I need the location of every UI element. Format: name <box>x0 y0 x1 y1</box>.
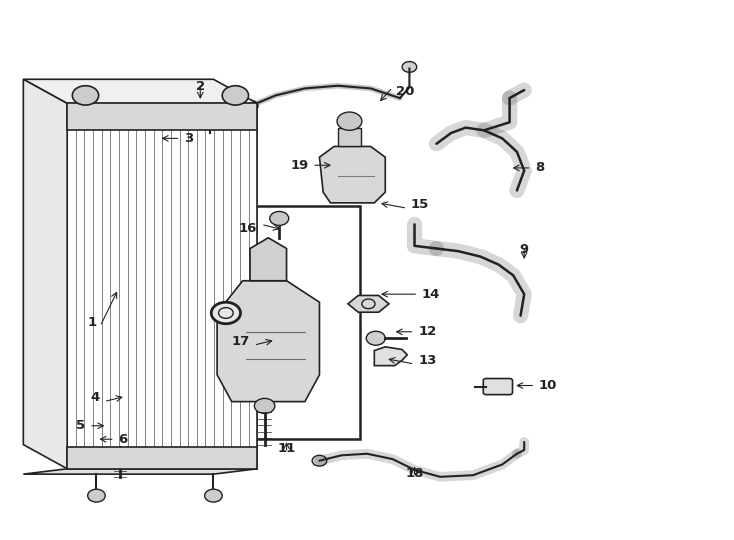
Circle shape <box>205 489 222 502</box>
Bar <box>338 127 361 146</box>
Circle shape <box>312 455 327 466</box>
Circle shape <box>203 106 217 117</box>
Text: 19: 19 <box>290 159 308 172</box>
Bar <box>159 125 175 152</box>
Text: 7: 7 <box>76 450 85 463</box>
Polygon shape <box>319 146 385 203</box>
Circle shape <box>270 212 288 225</box>
Text: 9: 9 <box>520 243 528 256</box>
Circle shape <box>255 399 275 414</box>
Text: 1: 1 <box>87 316 96 329</box>
Text: 11: 11 <box>277 442 296 455</box>
Circle shape <box>366 331 385 345</box>
Bar <box>68 104 258 130</box>
Text: 6: 6 <box>118 433 128 446</box>
Bar <box>68 447 258 469</box>
Text: 15: 15 <box>411 198 429 211</box>
Text: 4: 4 <box>91 392 100 404</box>
Text: 3: 3 <box>184 132 194 145</box>
Circle shape <box>87 489 105 502</box>
Circle shape <box>194 100 226 123</box>
Polygon shape <box>23 79 68 469</box>
Polygon shape <box>374 347 407 366</box>
Circle shape <box>222 86 249 105</box>
Polygon shape <box>23 79 258 104</box>
Polygon shape <box>23 469 258 474</box>
Circle shape <box>242 100 258 112</box>
Circle shape <box>337 112 362 130</box>
Text: 2: 2 <box>196 80 205 93</box>
Polygon shape <box>115 386 159 410</box>
Text: 13: 13 <box>418 354 437 367</box>
Circle shape <box>109 437 130 452</box>
Circle shape <box>73 86 98 105</box>
Polygon shape <box>217 281 319 402</box>
Text: 17: 17 <box>232 335 250 348</box>
Circle shape <box>402 62 417 72</box>
Text: 12: 12 <box>418 325 437 338</box>
Text: 20: 20 <box>396 85 415 98</box>
FancyBboxPatch shape <box>483 379 512 395</box>
Bar <box>210 206 360 439</box>
Text: 8: 8 <box>535 161 545 174</box>
Circle shape <box>211 302 241 323</box>
Text: 10: 10 <box>539 379 557 392</box>
Polygon shape <box>348 295 389 312</box>
Text: 18: 18 <box>405 467 424 480</box>
Polygon shape <box>68 104 258 469</box>
Text: 14: 14 <box>422 288 440 301</box>
Polygon shape <box>250 238 286 281</box>
Text: 16: 16 <box>239 221 258 235</box>
Text: 5: 5 <box>76 419 85 433</box>
